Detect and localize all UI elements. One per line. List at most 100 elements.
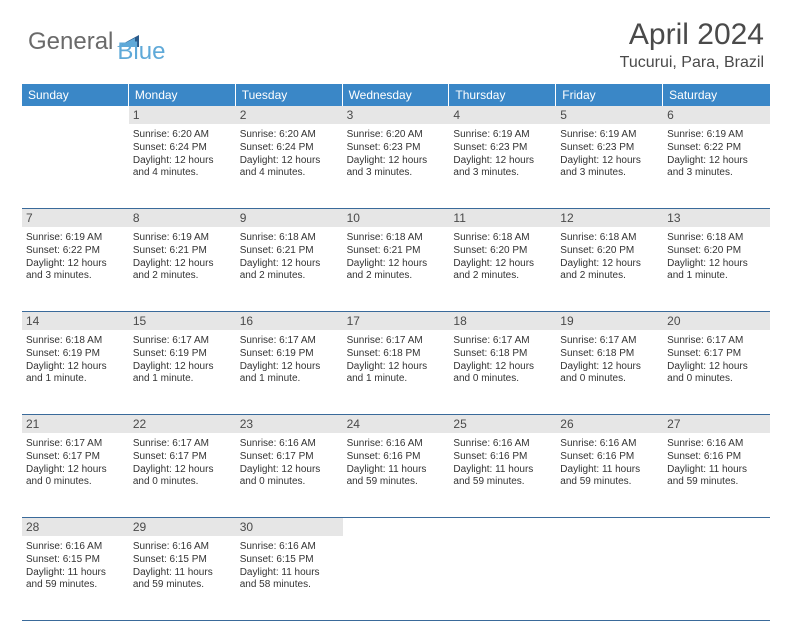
daylight-text: Daylight: 12 hours and 4 minutes. — [240, 155, 339, 181]
sunset-text: Sunset: 6:18 PM — [560, 348, 659, 361]
daylight-text: Daylight: 11 hours and 59 minutes. — [453, 464, 552, 490]
daylight-text: Daylight: 12 hours and 1 minute. — [26, 361, 125, 387]
day-number: 20 — [663, 312, 770, 330]
day-cell: Sunrise: 6:17 AMSunset: 6:18 PMDaylight:… — [343, 332, 450, 414]
week-row: Sunrise: 6:16 AMSunset: 6:15 PMDaylight:… — [22, 538, 770, 621]
daylight-text: Daylight: 12 hours and 0 minutes. — [133, 464, 232, 490]
sunset-text: Sunset: 6:20 PM — [560, 245, 659, 258]
day-header-saturday: Saturday — [663, 84, 770, 106]
day-number-strip: 78910111213 — [22, 209, 770, 229]
daylight-text: Daylight: 12 hours and 1 minute. — [133, 361, 232, 387]
sunset-text: Sunset: 6:16 PM — [560, 451, 659, 464]
sunset-text: Sunset: 6:17 PM — [667, 348, 766, 361]
sunrise-text: Sunrise: 6:17 AM — [133, 335, 232, 348]
day-cell: Sunrise: 6:17 AMSunset: 6:17 PMDaylight:… — [129, 435, 236, 517]
day-header-friday: Friday — [556, 84, 663, 106]
sunset-text: Sunset: 6:18 PM — [347, 348, 446, 361]
daylight-text: Daylight: 12 hours and 3 minutes. — [26, 258, 125, 284]
sunrise-text: Sunrise: 6:17 AM — [667, 335, 766, 348]
day-number: 5 — [556, 106, 663, 124]
sunrise-text: Sunrise: 6:19 AM — [667, 129, 766, 142]
day-number: 30 — [236, 518, 343, 536]
day-cell: Sunrise: 6:16 AMSunset: 6:15 PMDaylight:… — [236, 538, 343, 620]
day-header-wednesday: Wednesday — [343, 84, 450, 106]
day-number: 13 — [663, 209, 770, 227]
day-number: 18 — [449, 312, 556, 330]
daylight-text: Daylight: 12 hours and 3 minutes. — [453, 155, 552, 181]
sunset-text: Sunset: 6:24 PM — [133, 142, 232, 155]
day-number: 3 — [343, 106, 450, 124]
sunrise-text: Sunrise: 6:19 AM — [453, 129, 552, 142]
sunset-text: Sunset: 6:19 PM — [26, 348, 125, 361]
day-cell: Sunrise: 6:20 AMSunset: 6:24 PMDaylight:… — [236, 126, 343, 208]
day-cell: Sunrise: 6:17 AMSunset: 6:18 PMDaylight:… — [556, 332, 663, 414]
day-cell: Sunrise: 6:16 AMSunset: 6:16 PMDaylight:… — [343, 435, 450, 517]
daylight-text: Daylight: 12 hours and 0 minutes. — [240, 464, 339, 490]
day-number-strip: 123456 — [22, 106, 770, 126]
day-number: 26 — [556, 415, 663, 433]
daylight-text: Daylight: 12 hours and 1 minute. — [347, 361, 446, 387]
sunrise-text: Sunrise: 6:16 AM — [347, 438, 446, 451]
day-number: 11 — [449, 209, 556, 227]
day-number: 22 — [129, 415, 236, 433]
day-number: 25 — [449, 415, 556, 433]
day-cell: Sunrise: 6:19 AMSunset: 6:23 PMDaylight:… — [556, 126, 663, 208]
sunset-text: Sunset: 6:15 PM — [26, 554, 125, 567]
day-cell: Sunrise: 6:19 AMSunset: 6:23 PMDaylight:… — [449, 126, 556, 208]
sunrise-text: Sunrise: 6:17 AM — [453, 335, 552, 348]
sunrise-text: Sunrise: 6:18 AM — [347, 232, 446, 245]
sunrise-text: Sunrise: 6:16 AM — [240, 438, 339, 451]
sunrise-text: Sunrise: 6:18 AM — [453, 232, 552, 245]
day-number: 23 — [236, 415, 343, 433]
day-cell: Sunrise: 6:16 AMSunset: 6:16 PMDaylight:… — [663, 435, 770, 517]
day-cell: Sunrise: 6:17 AMSunset: 6:17 PMDaylight:… — [663, 332, 770, 414]
day-number: 24 — [343, 415, 450, 433]
sunrise-text: Sunrise: 6:20 AM — [133, 129, 232, 142]
day-number: 21 — [22, 415, 129, 433]
daylight-text: Daylight: 11 hours and 59 minutes. — [560, 464, 659, 490]
sunset-text: Sunset: 6:24 PM — [240, 142, 339, 155]
day-number: 6 — [663, 106, 770, 124]
sunrise-text: Sunrise: 6:18 AM — [240, 232, 339, 245]
day-number: 2 — [236, 106, 343, 124]
day-cell: Sunrise: 6:17 AMSunset: 6:19 PMDaylight:… — [129, 332, 236, 414]
sunset-text: Sunset: 6:22 PM — [26, 245, 125, 258]
sunset-text: Sunset: 6:19 PM — [240, 348, 339, 361]
sunset-text: Sunset: 6:16 PM — [667, 451, 766, 464]
daylight-text: Daylight: 12 hours and 0 minutes. — [560, 361, 659, 387]
daylight-text: Daylight: 12 hours and 0 minutes. — [453, 361, 552, 387]
day-number: 9 — [236, 209, 343, 227]
daylight-text: Daylight: 12 hours and 4 minutes. — [133, 155, 232, 181]
day-number: 8 — [129, 209, 236, 227]
day-header-tuesday: Tuesday — [236, 84, 343, 106]
day-header-sunday: Sunday — [22, 84, 129, 106]
sunrise-text: Sunrise: 6:16 AM — [240, 541, 339, 554]
day-cell: Sunrise: 6:16 AMSunset: 6:16 PMDaylight:… — [449, 435, 556, 517]
sunset-text: Sunset: 6:20 PM — [667, 245, 766, 258]
sunrise-text: Sunrise: 6:16 AM — [560, 438, 659, 451]
week-row: Sunrise: 6:20 AMSunset: 6:24 PMDaylight:… — [22, 126, 770, 209]
day-cell: Sunrise: 6:18 AMSunset: 6:21 PMDaylight:… — [236, 229, 343, 311]
sunset-text: Sunset: 6:21 PM — [347, 245, 446, 258]
sunset-text: Sunset: 6:15 PM — [240, 554, 339, 567]
daylight-text: Daylight: 11 hours and 58 minutes. — [240, 567, 339, 593]
sunset-text: Sunset: 6:20 PM — [453, 245, 552, 258]
sunrise-text: Sunrise: 6:16 AM — [667, 438, 766, 451]
day-number: 12 — [556, 209, 663, 227]
daylight-text: Daylight: 12 hours and 3 minutes. — [667, 155, 766, 181]
day-cell: Sunrise: 6:17 AMSunset: 6:18 PMDaylight:… — [449, 332, 556, 414]
daylight-text: Daylight: 12 hours and 1 minute. — [240, 361, 339, 387]
day-cell: Sunrise: 6:18 AMSunset: 6:20 PMDaylight:… — [449, 229, 556, 311]
day-cell: Sunrise: 6:17 AMSunset: 6:17 PMDaylight:… — [22, 435, 129, 517]
week-row: Sunrise: 6:19 AM Sunset: 6:22 PMDaylight:… — [22, 229, 770, 312]
sunset-text: Sunset: 6:15 PM — [133, 554, 232, 567]
sunrise-text: Sunrise: 6:19 AM — [133, 232, 232, 245]
daylight-text: Daylight: 11 hours and 59 minutes. — [133, 567, 232, 593]
day-cell: Sunrise: 6:19 AMSunset: 6:22 PMDaylight:… — [663, 126, 770, 208]
daylight-text: Daylight: 12 hours and 0 minutes. — [667, 361, 766, 387]
day-cell: Sunrise: 6:16 AMSunset: 6:15 PMDaylight:… — [22, 538, 129, 620]
day-header-monday: Monday — [129, 84, 236, 106]
sunrise-text: Sunrise: 6:18 AM — [26, 335, 125, 348]
logo: General Blue — [28, 18, 165, 66]
week-row: Sunrise: 6:18 AMSunset: 6:19 PMDaylight:… — [22, 332, 770, 415]
